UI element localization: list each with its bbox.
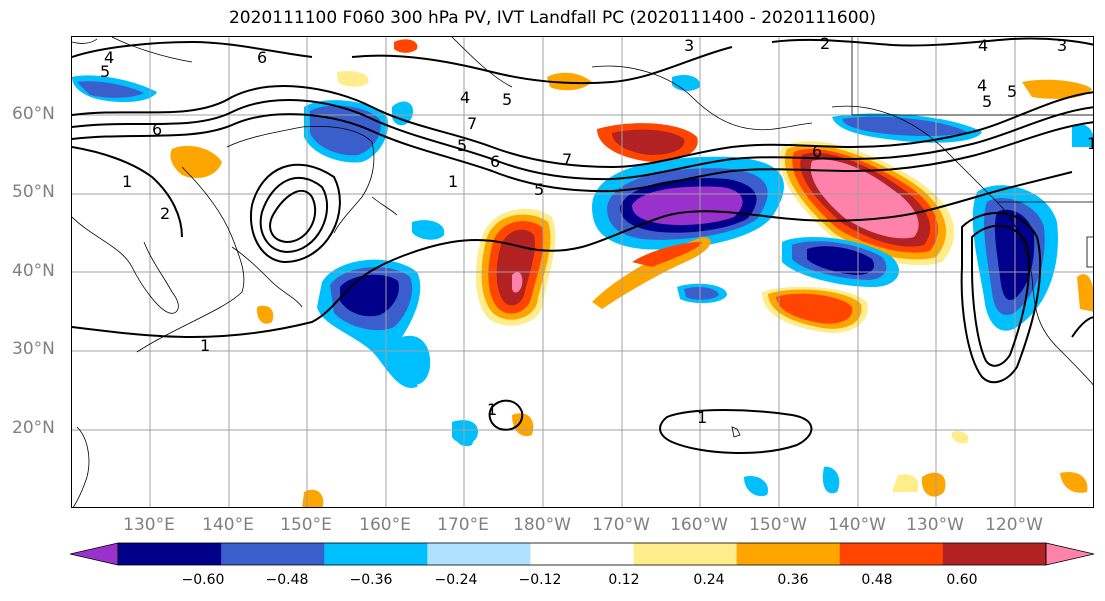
lon-label-160e: 160°E xyxy=(359,515,411,535)
lat-label-60n: 60°N xyxy=(12,104,55,124)
contour-label: 6 xyxy=(152,120,162,139)
ivt-contours xyxy=(72,37,1093,454)
contour-label: 5 xyxy=(982,92,992,111)
colorbar-frame xyxy=(117,542,1047,566)
colorbar-segment xyxy=(118,543,222,565)
colorbar-segment xyxy=(530,543,635,565)
contour-label: 2 xyxy=(160,204,170,223)
contour-label: 4 xyxy=(978,37,988,55)
lon-label-180w: 180°W xyxy=(513,515,571,535)
colorbar-segment xyxy=(839,543,944,565)
contour-label: 4 xyxy=(460,88,470,107)
contour-label: 7 xyxy=(562,150,572,169)
contour-label: 5 xyxy=(457,136,467,155)
contour-label: 6 xyxy=(490,152,500,171)
contour-label: 5 xyxy=(534,180,544,199)
contour-label: 4 xyxy=(104,48,114,67)
lat-label-30n: 30°N xyxy=(12,339,55,359)
lon-label-160w: 160°W xyxy=(670,515,728,535)
contour-label: 1 xyxy=(487,400,497,419)
colorbar-tick: 0.12 xyxy=(608,572,640,588)
colorbar-tick: 0.36 xyxy=(777,572,809,588)
graticule xyxy=(72,37,1093,507)
contour-label: 6 xyxy=(812,142,822,161)
colorbar-tick: −0.12 xyxy=(518,572,562,588)
colorbar-segment xyxy=(221,543,325,565)
lon-label-140e: 140°E xyxy=(202,515,254,535)
contour-label: 1 xyxy=(200,336,210,355)
lon-label-130w: 130°W xyxy=(906,515,964,535)
lon-label-150w: 150°W xyxy=(749,515,807,535)
colorbar-tick: −0.60 xyxy=(181,572,225,588)
contour-label: 5 xyxy=(502,90,512,109)
contour-label: 1 xyxy=(1087,134,1094,153)
contour-label: 1 xyxy=(448,172,458,191)
contour-label: 5 xyxy=(1007,82,1017,101)
map-panel: 4 5 6 6 1 2 3 4 5 6 7 5 4 1 5 7 1 1 1 3 … xyxy=(71,36,1094,508)
contour-label: 6 xyxy=(257,48,267,67)
colorbar-segment xyxy=(427,543,531,565)
contour-label: 1 xyxy=(697,408,707,427)
contour-label: 1 xyxy=(122,172,132,191)
colorbar-tick: −0.24 xyxy=(434,572,478,588)
map-plot: 4 5 6 6 1 2 3 4 5 6 7 5 4 1 5 7 1 1 1 3 … xyxy=(72,37,1094,507)
colorbar-tick: 0.24 xyxy=(693,572,725,588)
colorbar-tick: −0.36 xyxy=(349,572,393,588)
colorbar xyxy=(70,542,1095,566)
colorbar-tick: 0.60 xyxy=(946,572,978,588)
colorbar-tick: 0.48 xyxy=(861,572,893,588)
colorbar-extend-low xyxy=(70,542,119,566)
contour-label: 7 xyxy=(467,114,477,133)
colorbar-segment xyxy=(324,543,428,565)
lat-label-50n: 50°N xyxy=(12,182,55,202)
lon-label-170e: 170°E xyxy=(437,515,489,535)
contour-label: 3 xyxy=(684,37,694,55)
contour-label: 5 xyxy=(100,62,110,81)
contour-labels: 4 5 6 6 1 2 3 4 5 6 7 5 4 1 5 7 1 1 1 3 … xyxy=(100,37,1094,427)
contour-label: 3 xyxy=(1057,37,1067,55)
colorbar-extend-high xyxy=(1045,542,1095,566)
lon-label-120w: 120°W xyxy=(985,515,1043,535)
colorbar-tick: −0.48 xyxy=(265,572,309,588)
colorbar-segment xyxy=(633,543,738,565)
pv-anomaly-fill xyxy=(72,39,1093,507)
lon-label-140w: 140°W xyxy=(828,515,886,535)
coastlines xyxy=(72,37,1093,507)
contour-label: 2 xyxy=(820,37,830,53)
colorbar-segment xyxy=(736,543,841,565)
map-title: 2020111100 F060 300 hPa PV, IVT Landfall… xyxy=(228,8,876,28)
lon-label-170w: 170°W xyxy=(592,515,650,535)
contour-label: 4 xyxy=(977,76,987,95)
colorbar-segment xyxy=(942,543,1047,565)
lon-label-150e: 150°E xyxy=(280,515,332,535)
lat-label-40n: 40°N xyxy=(12,261,55,281)
lon-label-130e: 130°E xyxy=(123,515,175,535)
lat-label-20n: 20°N xyxy=(12,418,55,438)
